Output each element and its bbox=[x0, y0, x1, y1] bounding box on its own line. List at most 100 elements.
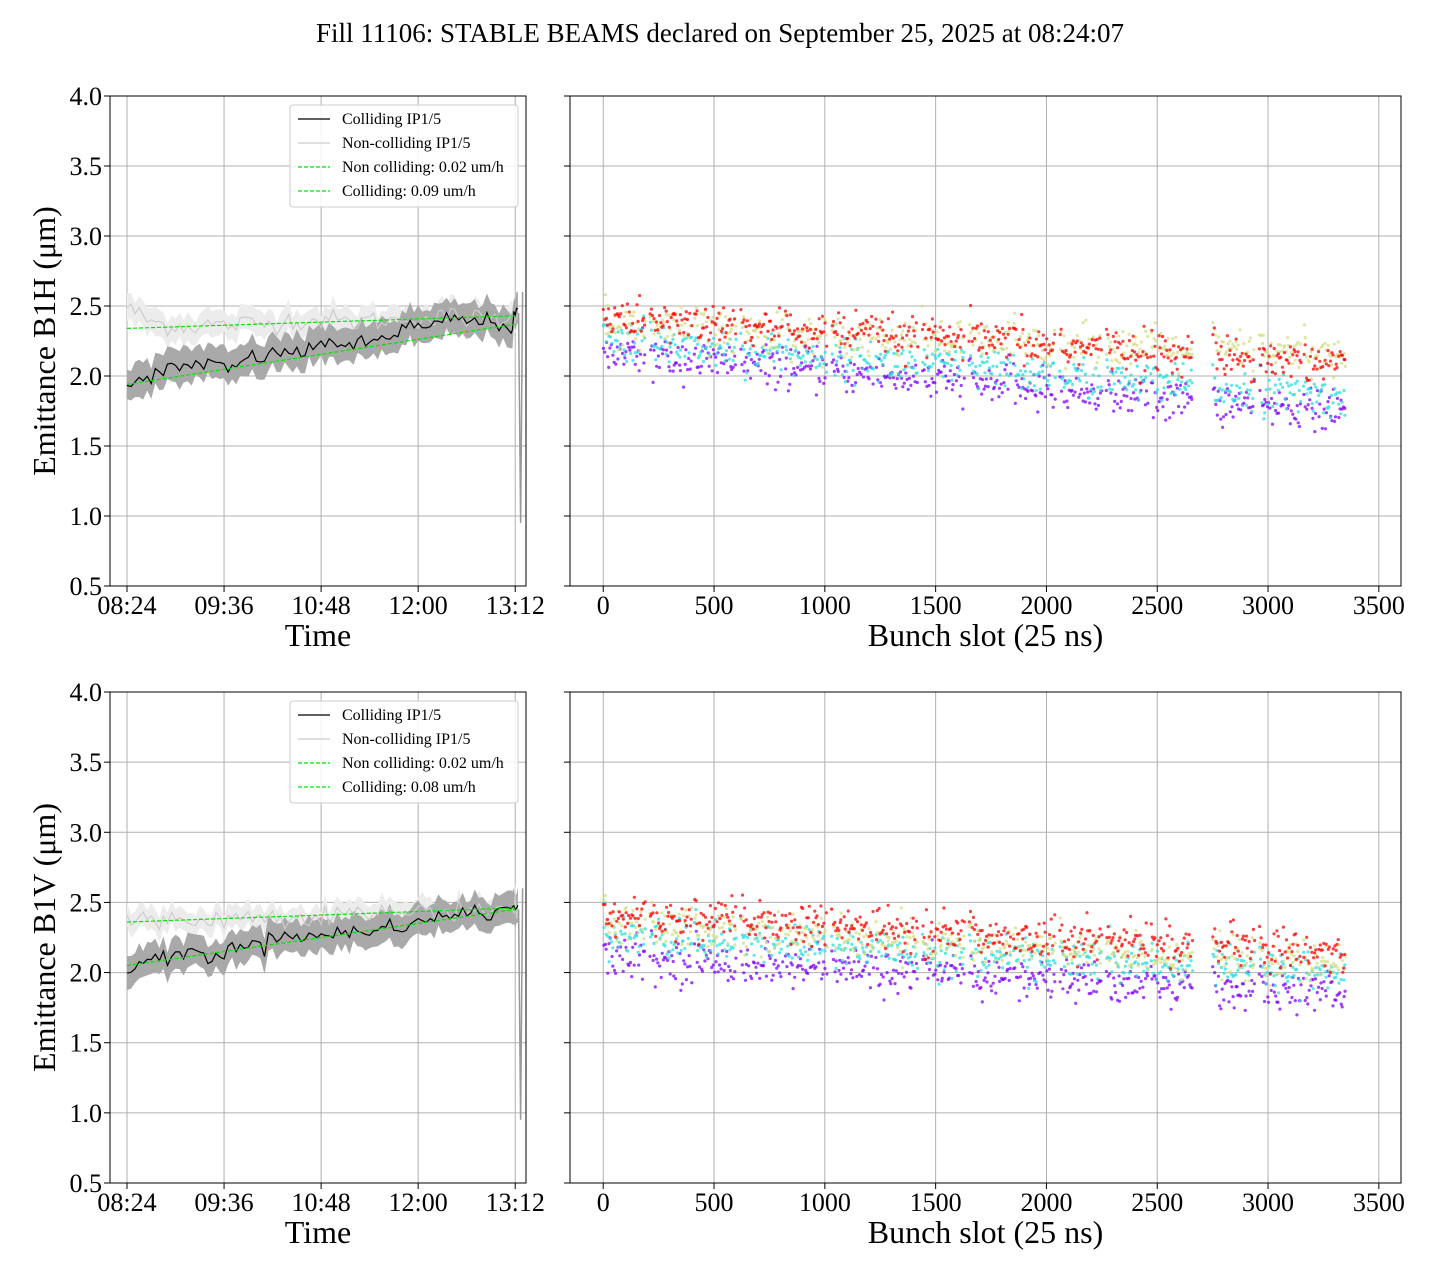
bunch-point bbox=[1116, 949, 1120, 953]
bunch-point bbox=[1164, 976, 1168, 980]
bunch-point bbox=[1273, 984, 1277, 988]
bunch-point bbox=[860, 943, 864, 947]
bunch-point bbox=[977, 943, 981, 947]
bunch-point bbox=[998, 330, 1002, 335]
bunch-point bbox=[1189, 347, 1193, 351]
bunch-point bbox=[1220, 952, 1224, 957]
bunch-point bbox=[785, 952, 789, 956]
bunch-point bbox=[962, 350, 966, 354]
bunch-point bbox=[1331, 401, 1335, 405]
bunch-point bbox=[1020, 312, 1024, 317]
bunch-point bbox=[1261, 341, 1265, 346]
bunch-point bbox=[1187, 952, 1191, 956]
bunch-point bbox=[1315, 389, 1320, 393]
bunch-point bbox=[1095, 958, 1099, 962]
bunch-point bbox=[962, 920, 967, 924]
bunch-point bbox=[1025, 354, 1029, 358]
bunch-point bbox=[616, 916, 621, 921]
bunch-point bbox=[727, 357, 731, 361]
bunch-point bbox=[1098, 927, 1102, 931]
bunch-point bbox=[1110, 359, 1114, 363]
bunch-point bbox=[1230, 954, 1234, 958]
bunch-point bbox=[712, 352, 716, 356]
bunch-point bbox=[820, 356, 825, 360]
bunch-point bbox=[775, 326, 779, 330]
bunch-point bbox=[878, 982, 882, 986]
bunch-point bbox=[1327, 395, 1331, 400]
bunch-point bbox=[920, 932, 925, 936]
bunch-point bbox=[606, 971, 610, 975]
bunch-point bbox=[648, 312, 652, 316]
bunch-point bbox=[1053, 913, 1057, 917]
bunch-point bbox=[728, 968, 732, 973]
bunch-point bbox=[1022, 959, 1026, 963]
bunch-point bbox=[1120, 942, 1124, 946]
bunch-point bbox=[789, 942, 793, 947]
end-spike bbox=[517, 291, 524, 524]
bunch-point bbox=[991, 953, 996, 957]
bunch-point bbox=[987, 936, 991, 940]
bunch-series-1 bbox=[601, 314, 1347, 421]
bunch-point bbox=[997, 940, 1002, 945]
bunch-point bbox=[1049, 995, 1053, 999]
bunch-point bbox=[1337, 981, 1341, 985]
bunch-point bbox=[1107, 935, 1111, 940]
bunch-point bbox=[1318, 998, 1322, 1002]
bunch-point bbox=[1012, 937, 1016, 941]
bunch-point bbox=[958, 345, 962, 349]
non-colliding-line bbox=[126, 894, 519, 931]
bunch-point bbox=[1305, 935, 1309, 939]
bunch-point bbox=[759, 369, 763, 373]
bunch-point bbox=[1324, 970, 1328, 974]
bunch-point bbox=[1146, 401, 1150, 405]
bunch-point bbox=[1084, 982, 1088, 986]
bunch-point bbox=[671, 334, 675, 338]
bunch-point bbox=[820, 924, 825, 929]
bunch-point bbox=[1153, 974, 1157, 978]
bunch-point bbox=[814, 965, 818, 969]
x-tick-label: 1000 bbox=[799, 1188, 851, 1217]
bunch-point bbox=[806, 916, 810, 920]
bunch-point bbox=[839, 911, 843, 915]
bunch-point bbox=[1304, 355, 1308, 359]
bunch-point bbox=[1061, 949, 1065, 953]
bunch-point bbox=[976, 932, 980, 937]
bunch-point bbox=[1236, 962, 1240, 966]
bunch-point bbox=[694, 346, 698, 350]
bunch-point bbox=[1127, 971, 1131, 975]
bunch-point bbox=[975, 324, 980, 328]
bunch-point bbox=[957, 325, 961, 329]
bunch-point bbox=[794, 348, 798, 352]
bunch-point bbox=[942, 906, 946, 910]
bunch-point bbox=[774, 920, 778, 924]
bunch-point bbox=[1239, 354, 1243, 359]
bunch-point bbox=[980, 1000, 984, 1004]
bunch-point bbox=[1299, 342, 1303, 346]
bunch-point bbox=[628, 314, 632, 318]
bunch-point bbox=[775, 943, 779, 947]
bunch-point bbox=[869, 954, 874, 958]
bunch-point bbox=[900, 972, 904, 976]
bunch-point bbox=[785, 314, 789, 318]
bunch-point bbox=[689, 335, 694, 339]
bunch-point bbox=[1308, 979, 1312, 983]
bunch-point bbox=[1053, 397, 1057, 401]
bunch-point bbox=[683, 962, 687, 966]
bunch-point bbox=[815, 942, 820, 946]
bunch-point bbox=[1094, 343, 1098, 347]
bunch-point bbox=[1165, 348, 1169, 352]
bunch-point bbox=[678, 331, 682, 335]
bunch-point bbox=[748, 347, 752, 351]
bunch-point bbox=[1059, 327, 1063, 331]
bunch-point bbox=[663, 337, 667, 341]
bunch-point bbox=[870, 314, 874, 319]
bunch-point bbox=[1162, 960, 1166, 964]
bunch-point bbox=[674, 946, 679, 950]
bunch-point bbox=[665, 320, 669, 324]
bunch-point bbox=[1222, 998, 1226, 1002]
bunch-point bbox=[611, 353, 615, 357]
bunch-point bbox=[855, 347, 859, 351]
legend-entry: Colliding: 0.09 um/h bbox=[342, 183, 476, 200]
bunch-point bbox=[1066, 405, 1070, 410]
bunch-point bbox=[1069, 353, 1073, 357]
